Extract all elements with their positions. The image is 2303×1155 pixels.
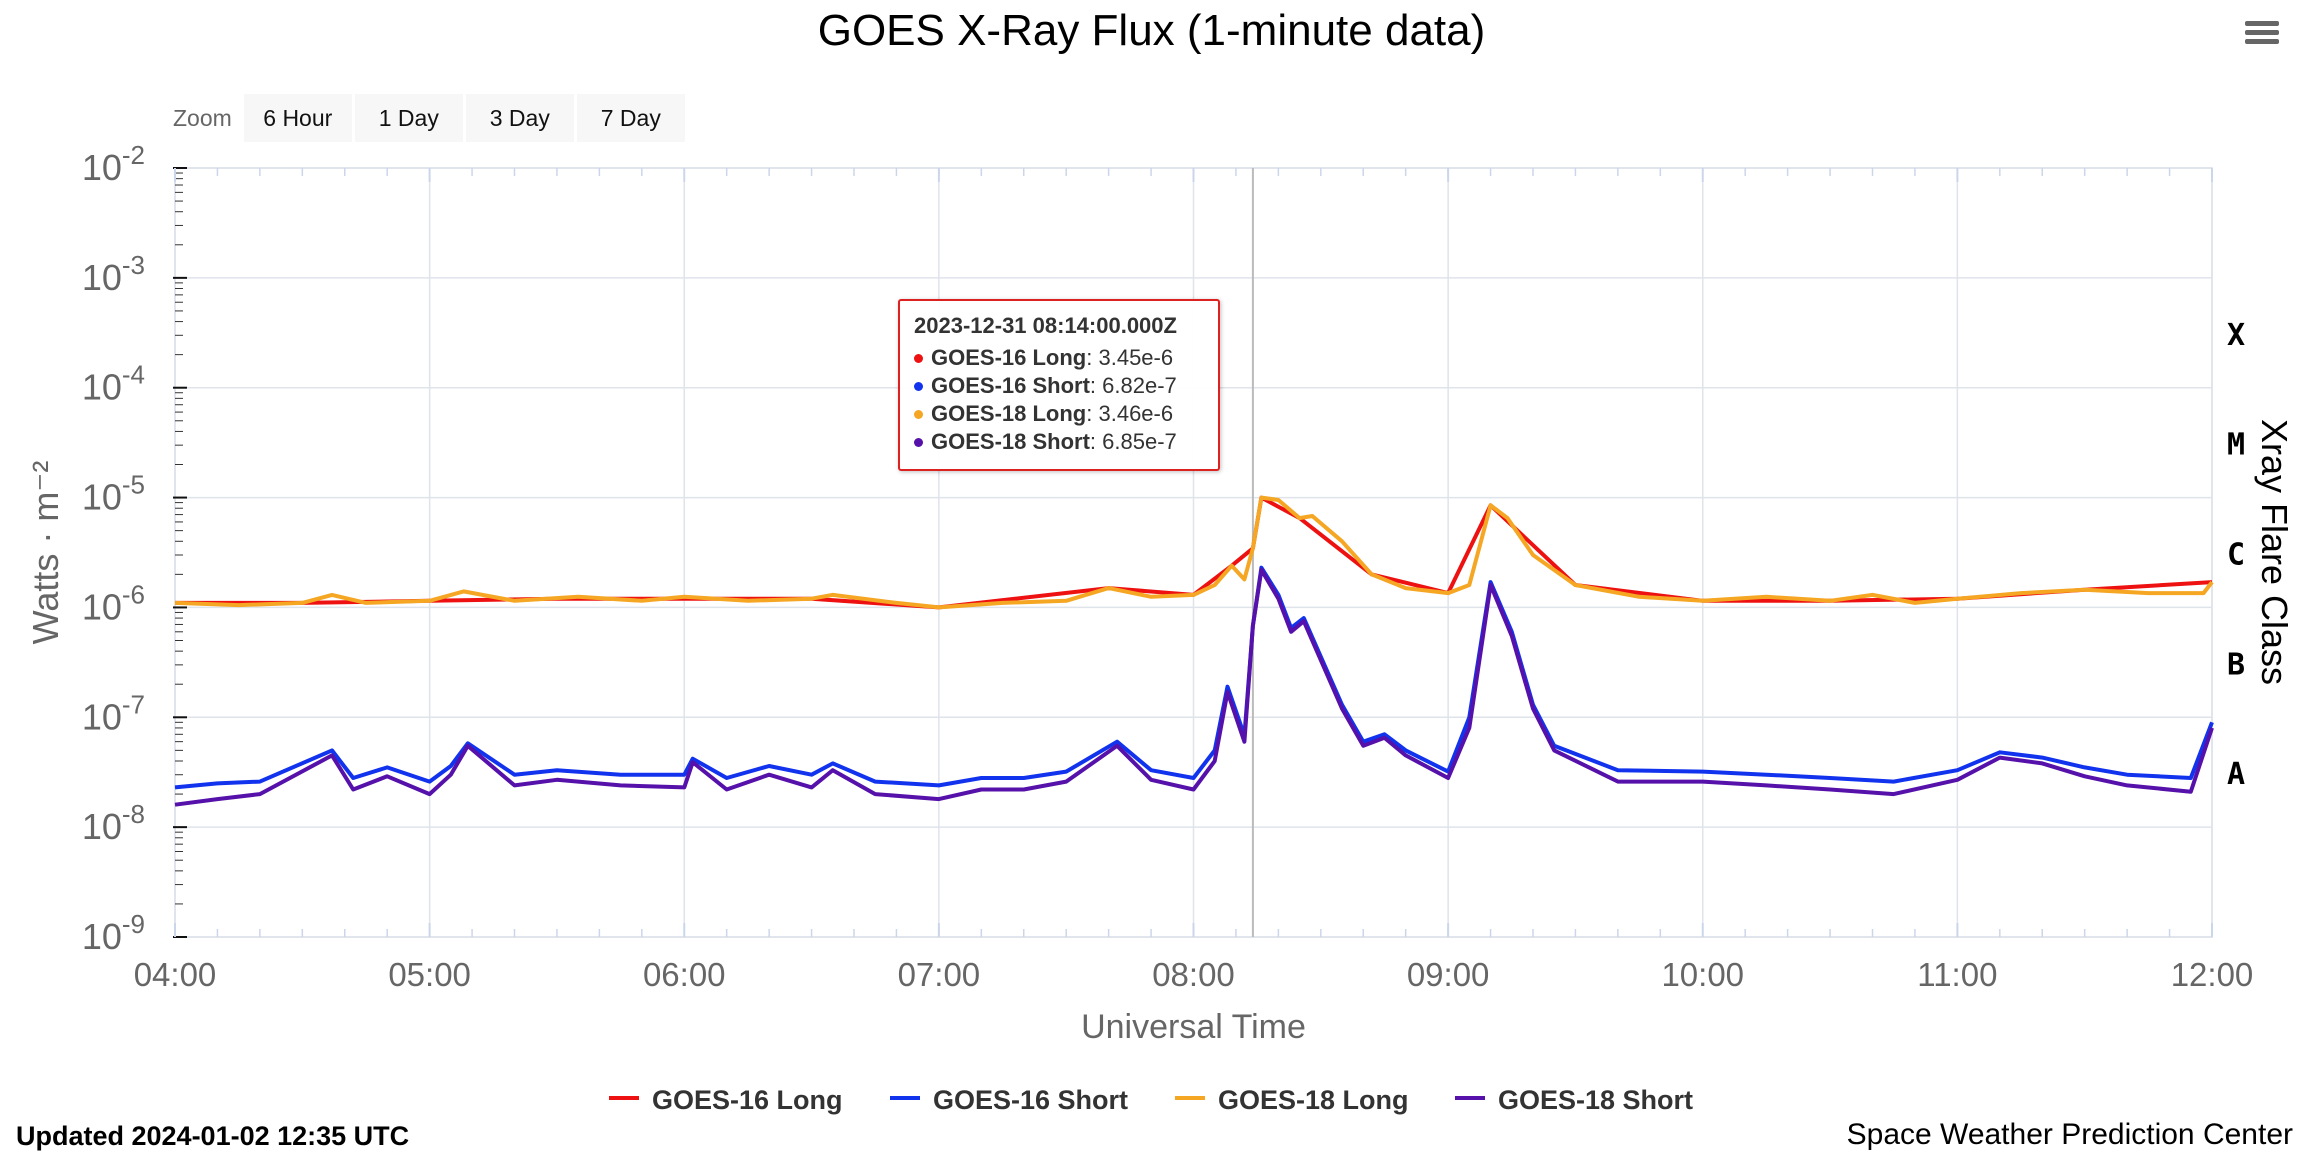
crosshair-tooltip: 2023-12-31 08:14:00.000Z GOES-16 Long: 3… bbox=[898, 299, 1220, 471]
series-line-goes-18-long[interactable] bbox=[174, 495, 2214, 610]
tooltip-series-name: GOES-16 Long bbox=[931, 345, 1087, 370]
x-tick-label: 10:00 bbox=[1661, 956, 1744, 993]
y2-axis-title: Xray Flare Class bbox=[2254, 419, 2295, 685]
gridlines bbox=[174, 167, 2213, 938]
tooltip-row: GOES-18 Short: 6.85e-7 bbox=[914, 428, 1218, 456]
series-dot-icon bbox=[914, 438, 923, 447]
y-tick-label: 10-2 bbox=[82, 140, 145, 188]
legend-item-goes-18-long[interactable]: GOES-18 Long bbox=[1175, 1085, 1409, 1115]
x-tick-label: 12:00 bbox=[2171, 956, 2254, 993]
x-axis-title: Universal Time bbox=[1081, 1008, 1306, 1046]
y-tick-label: 10-7 bbox=[82, 689, 145, 737]
zoom-7-day-button[interactable]: 7 Day bbox=[576, 94, 685, 142]
hamburger-menu-icon[interactable] bbox=[2242, 17, 2282, 57]
y-tick-label: 10-5 bbox=[82, 470, 145, 518]
y-tick-label: 10-9 bbox=[82, 909, 145, 957]
y-axis-title: Watts · m⁻² bbox=[25, 461, 66, 645]
x-tick-label: 04:00 bbox=[134, 956, 217, 993]
tooltip-row: GOES-18 Long: 3.46e-6 bbox=[914, 400, 1218, 428]
x-tick-label: 07:00 bbox=[898, 956, 981, 993]
x-tick-label: 09:00 bbox=[1407, 956, 1490, 993]
axes bbox=[173, 167, 2213, 938]
legend-label: GOES-18 Long bbox=[1218, 1085, 1409, 1115]
legend[interactable]: GOES-16 Long GOES-16 Short GOES-18 Long GOE… bbox=[609, 1085, 1693, 1115]
legend-item-goes-16-short[interactable]: GOES-16 Short bbox=[890, 1085, 1128, 1115]
tooltip-series-name: GOES-18 Long bbox=[931, 401, 1087, 426]
menu-bar bbox=[2245, 39, 2279, 44]
series-dot-icon bbox=[914, 410, 923, 419]
y-tick-label: 10-8 bbox=[82, 799, 145, 847]
x-tick-label: 05:00 bbox=[388, 956, 471, 993]
flare-class-label: A bbox=[2227, 757, 2245, 792]
y-tick-label: 10-6 bbox=[82, 579, 145, 627]
credit-text: Space Weather Prediction Center bbox=[1846, 1118, 2293, 1151]
tooltip-series-name: GOES-16 Short bbox=[931, 373, 1090, 398]
tooltip-series-name: GOES-18 Short bbox=[931, 429, 1090, 454]
tooltip-series-value: 3.45e-6 bbox=[1098, 345, 1174, 370]
tooltip-row: GOES-16 Long: 3.45e-6 bbox=[914, 344, 1218, 372]
tooltip-timestamp: 2023-12-31 08:14:00.000Z bbox=[914, 313, 1177, 338]
zoom-6-hour-button[interactable]: 6 Hour bbox=[243, 94, 352, 142]
series-dot-icon bbox=[914, 382, 923, 391]
legend-item-goes-16-long[interactable]: GOES-16 Long bbox=[609, 1085, 843, 1115]
legend-item-goes-18-short[interactable]: GOES-18 Short bbox=[1455, 1085, 1693, 1115]
series-dot-icon bbox=[914, 354, 923, 363]
y-tick-label: 10-4 bbox=[82, 360, 145, 408]
flare-class-label: B bbox=[2227, 647, 2245, 682]
y-tick-label: 10-3 bbox=[82, 250, 145, 298]
page-title: GOES X-Ray Flux (1-minute data) bbox=[817, 6, 1486, 55]
legend-label: GOES-18 Short bbox=[1498, 1085, 1693, 1115]
updated-timestamp: Updated 2024-01-02 12:35 UTC bbox=[16, 1121, 410, 1151]
flare-class-label: C bbox=[2227, 538, 2245, 573]
tooltip-series-value: 3.46e-6 bbox=[1098, 401, 1174, 426]
tooltip-series-value: 6.85e-7 bbox=[1102, 429, 1177, 454]
zoom-toolbar: Zoom 6 Hour 1 Day 3 Day 7 Day bbox=[173, 94, 688, 142]
tooltip-series-value: 6.82e-7 bbox=[1102, 373, 1177, 398]
legend-label: GOES-16 Short bbox=[933, 1085, 1128, 1115]
menu-bar bbox=[2245, 30, 2279, 35]
flare-class-label: M bbox=[2227, 428, 2245, 463]
axis-labels: 10-2 10-3 10-4 10-5 10-6 10-7 10-8 10-904:00 05:… bbox=[25, 140, 2295, 1046]
series-lines[interactable] bbox=[174, 495, 2214, 807]
zoom-3-day-button[interactable]: 3 Day bbox=[465, 94, 574, 142]
flare-class-label: X bbox=[2227, 318, 2245, 353]
menu-bar bbox=[2245, 21, 2279, 26]
zoom-1-day-button[interactable]: 1 Day bbox=[354, 94, 463, 142]
x-tick-label: 06:00 bbox=[643, 956, 726, 993]
series-line-goes-18-short[interactable] bbox=[174, 567, 2214, 807]
tooltip-row: GOES-16 Short: 6.82e-7 bbox=[914, 372, 1218, 400]
x-tick-label: 08:00 bbox=[1152, 956, 1235, 993]
legend-label: GOES-16 Long bbox=[652, 1085, 843, 1115]
x-tick-label: 11:00 bbox=[1917, 956, 1997, 993]
zoom-label: Zoom bbox=[173, 104, 232, 131]
